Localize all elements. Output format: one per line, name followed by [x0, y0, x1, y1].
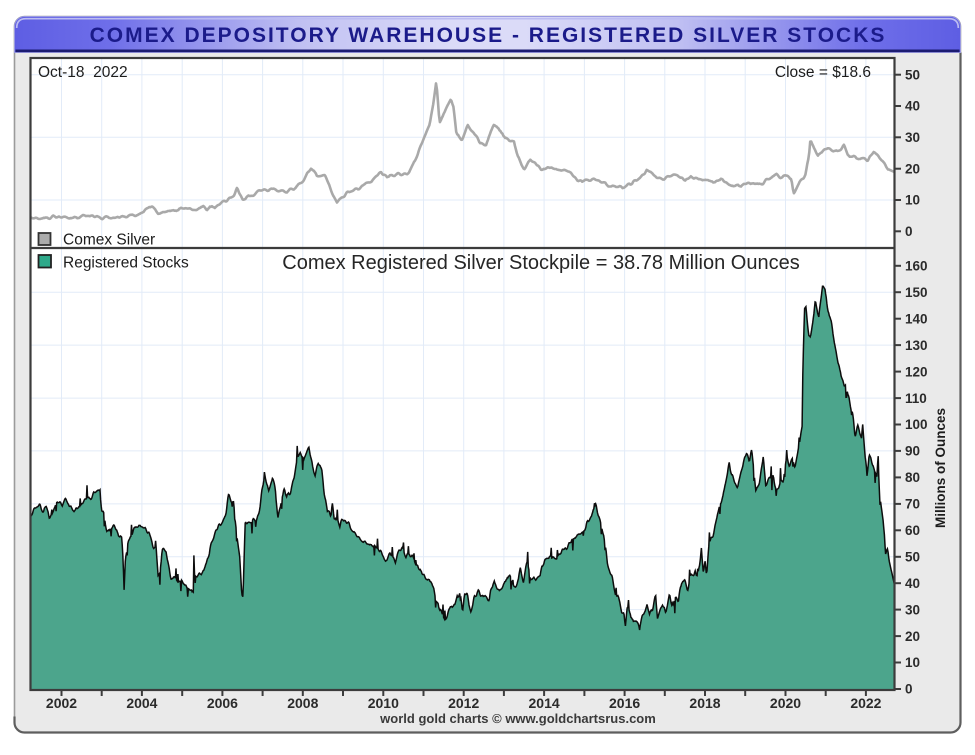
svg-text:20: 20 [905, 629, 920, 644]
svg-text:30: 30 [905, 602, 920, 617]
svg-text:160: 160 [905, 259, 928, 274]
svg-text:Millions of Ounces: Millions of Ounces [933, 408, 948, 528]
svg-text:150: 150 [905, 285, 928, 300]
svg-text:30: 30 [905, 130, 920, 145]
svg-text:2016: 2016 [609, 695, 640, 711]
svg-text:2018: 2018 [689, 695, 720, 711]
svg-text:Oct-18 2022: Oct-18 2022 [38, 64, 128, 81]
svg-text:2002: 2002 [46, 695, 77, 711]
svg-text:20: 20 [905, 161, 920, 176]
svg-text:Close = $18.6: Close = $18.6 [775, 64, 871, 81]
svg-text:50: 50 [905, 550, 920, 565]
svg-text:2008: 2008 [287, 695, 318, 711]
svg-text:70: 70 [905, 497, 920, 512]
svg-text:Comex Registered Silver Stockp: Comex Registered Silver Stockpile = 38.7… [282, 252, 799, 274]
svg-text:2022: 2022 [850, 695, 881, 711]
svg-text:40: 40 [905, 99, 920, 114]
svg-text:10: 10 [905, 193, 920, 208]
svg-text:0: 0 [905, 224, 913, 239]
svg-text:90: 90 [905, 444, 920, 459]
svg-text:2020: 2020 [770, 695, 801, 711]
svg-text:0: 0 [905, 682, 913, 697]
svg-text:2004: 2004 [126, 695, 157, 711]
svg-text:2014: 2014 [529, 695, 560, 711]
svg-text:130: 130 [905, 338, 928, 353]
svg-text:2010: 2010 [368, 695, 399, 711]
svg-text:Comex Silver: Comex Silver [63, 232, 155, 249]
svg-text:60: 60 [905, 523, 920, 538]
svg-text:80: 80 [905, 470, 920, 485]
svg-text:Registered Stocks: Registered Stocks [63, 255, 189, 272]
svg-text:120: 120 [905, 364, 928, 379]
svg-text:50: 50 [905, 67, 920, 82]
svg-text:40: 40 [905, 576, 920, 591]
svg-text:world gold charts © www.goldch: world gold charts © www.goldchartsrus.co… [379, 711, 656, 726]
svg-text:100: 100 [905, 417, 928, 432]
svg-text:2006: 2006 [207, 695, 238, 711]
svg-text:140: 140 [905, 311, 928, 326]
svg-text:110: 110 [905, 391, 927, 406]
svg-text:COMEX DEPOSITORY WAREHOUSE - R: COMEX DEPOSITORY WAREHOUSE - REGISTERED … [90, 24, 887, 47]
svg-text:2012: 2012 [448, 695, 479, 711]
svg-text:10: 10 [905, 655, 920, 670]
